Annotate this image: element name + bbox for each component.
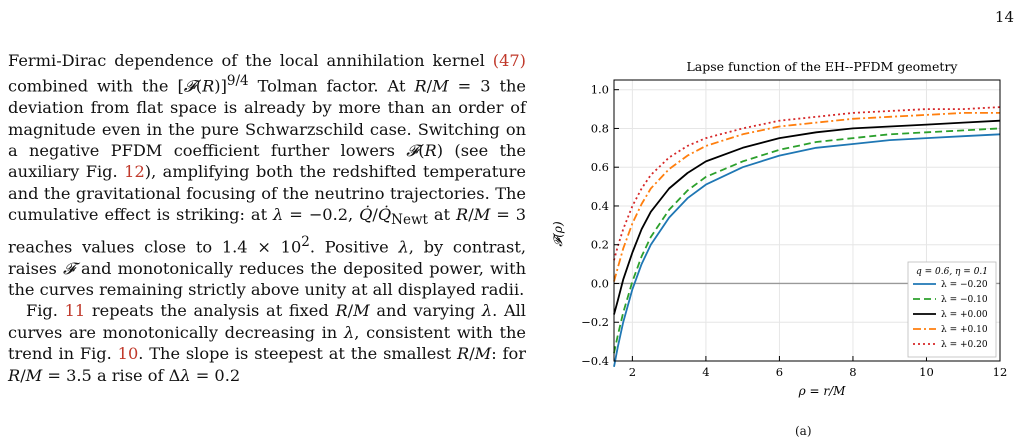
x-tick-label: 6 [776, 365, 783, 379]
figure: 2 4 6 8 10 12 −0.4 −0.2 0.0 0.2 0.4 0.6 0.8 1.0 Lapse… [548, 58, 1018, 418]
y-tick-label: −0.4 [581, 354, 609, 368]
caption-fragment: (a) [795, 424, 812, 438]
figure-ref[interactable]: 12 [124, 162, 145, 182]
series-group [613, 106, 1001, 367]
series-line-3 [613, 112, 1000, 282]
y-tick-label: 0.0 [591, 276, 609, 290]
paragraph-1: Fermi-Dirac dependence of the local anni… [8, 51, 527, 300]
lapse-function-chart: 2 4 6 8 10 12 −0.4 −0.2 0.0 0.2 0.4 0.6 0.8 1.0 Lapse… [551, 59, 1007, 398]
paragraph-2: Fig. 11 repeats the analysis at fixed R/… [8, 301, 526, 385]
x-tick-label: 10 [919, 365, 934, 379]
y-tick-label: 0.8 [591, 121, 609, 135]
x-axis-label: ρ = r/M [798, 384, 847, 398]
figure-ref[interactable]: 10 [117, 344, 139, 364]
y-tick-label: 0.2 [591, 238, 609, 252]
y-tick-label: 0.6 [591, 160, 609, 174]
series-line-2 [613, 119, 1001, 315]
x-tick-label: 8 [849, 365, 856, 379]
y-tick-label: 1.0 [591, 83, 609, 97]
x-tick-label: 4 [702, 365, 709, 379]
body-text: Fermi-Dirac dependence of the local anni… [8, 50, 526, 386]
legend-label-1: λ = −0.10 [941, 295, 988, 305]
y-tick-label: 0.4 [591, 199, 609, 213]
legend: q = 0.6, η = 0.1 λ = −0.20 λ = −0.10 λ = +0… [907, 261, 997, 358]
x-tick-label: 2 [629, 365, 636, 379]
page-number: 14 [994, 8, 1014, 26]
series-line-4 [613, 106, 1001, 261]
y-axis-label: 𝓕(ρ) [551, 221, 565, 247]
legend-label-3: λ = +0.10 [941, 325, 988, 335]
series-line-0 [613, 133, 1001, 367]
ticks: 2 4 6 8 10 12 −0.4 −0.2 0.0 0.2 0.4 0.6 0.8 1.0 [581, 83, 1007, 379]
legend-label-4: λ = +0.20 [941, 340, 988, 350]
series-line-1 [613, 127, 1001, 354]
chart-title: Lapse function of the EH--PFDM geometry [687, 59, 959, 74]
legend-label-0: λ = −0.20 [941, 280, 988, 290]
plot-frame [613, 79, 1001, 362]
equation-ref[interactable]: (47) [492, 51, 526, 70]
x-tick-label: 12 [993, 365, 1008, 379]
y-tick-label: −0.2 [581, 315, 609, 329]
legend-box [907, 261, 997, 358]
legend-label-2: λ = +0.00 [941, 310, 988, 320]
legend-title: q = 0.6, η = 0.1 [916, 267, 988, 277]
figure-ref[interactable]: 11 [64, 301, 86, 321]
